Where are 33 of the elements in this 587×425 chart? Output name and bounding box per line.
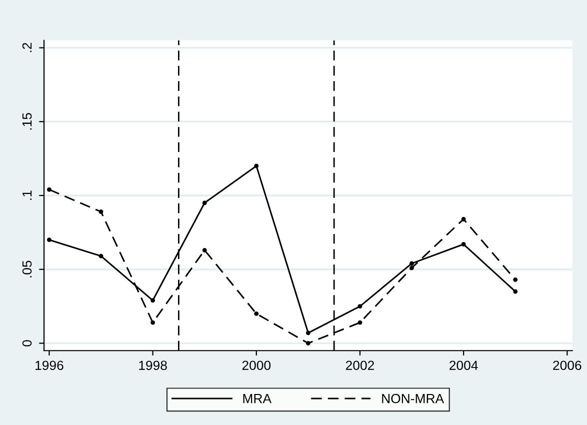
point (306, 330, 310, 336)
point (150, 298, 156, 303)
point (254, 311, 259, 316)
point (410, 261, 414, 266)
point (150, 320, 156, 325)
point (254, 164, 259, 168)
point (46, 238, 52, 242)
x-tick-label: 2002 (346, 360, 374, 370)
point (202, 248, 207, 252)
y-tick-label: 0 (22, 340, 32, 346)
y-tick-label: .2 (22, 42, 32, 52)
x-tick-label: 1996 (36, 360, 64, 370)
point (46, 187, 52, 192)
point (202, 200, 207, 206)
legend-label: MRA (243, 394, 272, 404)
point (358, 304, 362, 309)
y-tick-label: .05 (22, 260, 32, 278)
point (358, 320, 362, 325)
x-tick-label: 2006 (553, 360, 582, 370)
point (513, 277, 518, 282)
x-tick-label: 2004 (450, 360, 478, 370)
point (98, 210, 104, 214)
y-tick-label: .15 (22, 113, 32, 130)
point (306, 341, 310, 346)
x-tick-label: 2000 (242, 360, 271, 370)
y-tick-label: .1 (22, 190, 32, 200)
point (98, 254, 104, 258)
point (410, 266, 414, 270)
x-tick-label: 1998 (139, 360, 167, 370)
point (513, 289, 518, 294)
point (461, 242, 466, 246)
point (461, 216, 466, 222)
legend-label: NON-MRA (382, 394, 444, 404)
